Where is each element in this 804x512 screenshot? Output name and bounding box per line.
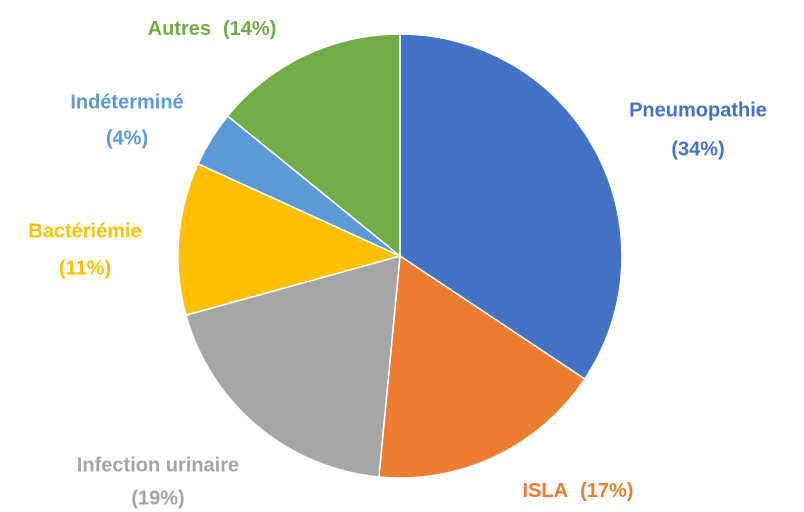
value-label: (4%) bbox=[106, 127, 148, 149]
pie-slice bbox=[226, 33, 401, 258]
pie-slice bbox=[185, 254, 401, 478]
category-label: Pneumopathie bbox=[629, 99, 767, 121]
category-label: Infection urinaire bbox=[77, 454, 239, 476]
slice-label: ISLA (17%) bbox=[523, 480, 634, 502]
pie-slice bbox=[378, 254, 586, 479]
slice-label: Autres (14%) bbox=[148, 18, 277, 40]
value-label: (19%) bbox=[131, 487, 184, 509]
value-label: (14%) bbox=[223, 18, 276, 40]
pie-slice bbox=[177, 162, 403, 317]
category-label: Autres bbox=[148, 18, 211, 40]
category-label: Bactériémie bbox=[28, 220, 141, 242]
category-label: ISLA bbox=[523, 480, 569, 502]
category-label: Indéterminé bbox=[70, 91, 183, 113]
value-label: (11%) bbox=[59, 257, 111, 279]
value-label: (17%) bbox=[580, 480, 633, 502]
value-label: (34%) bbox=[671, 138, 724, 160]
